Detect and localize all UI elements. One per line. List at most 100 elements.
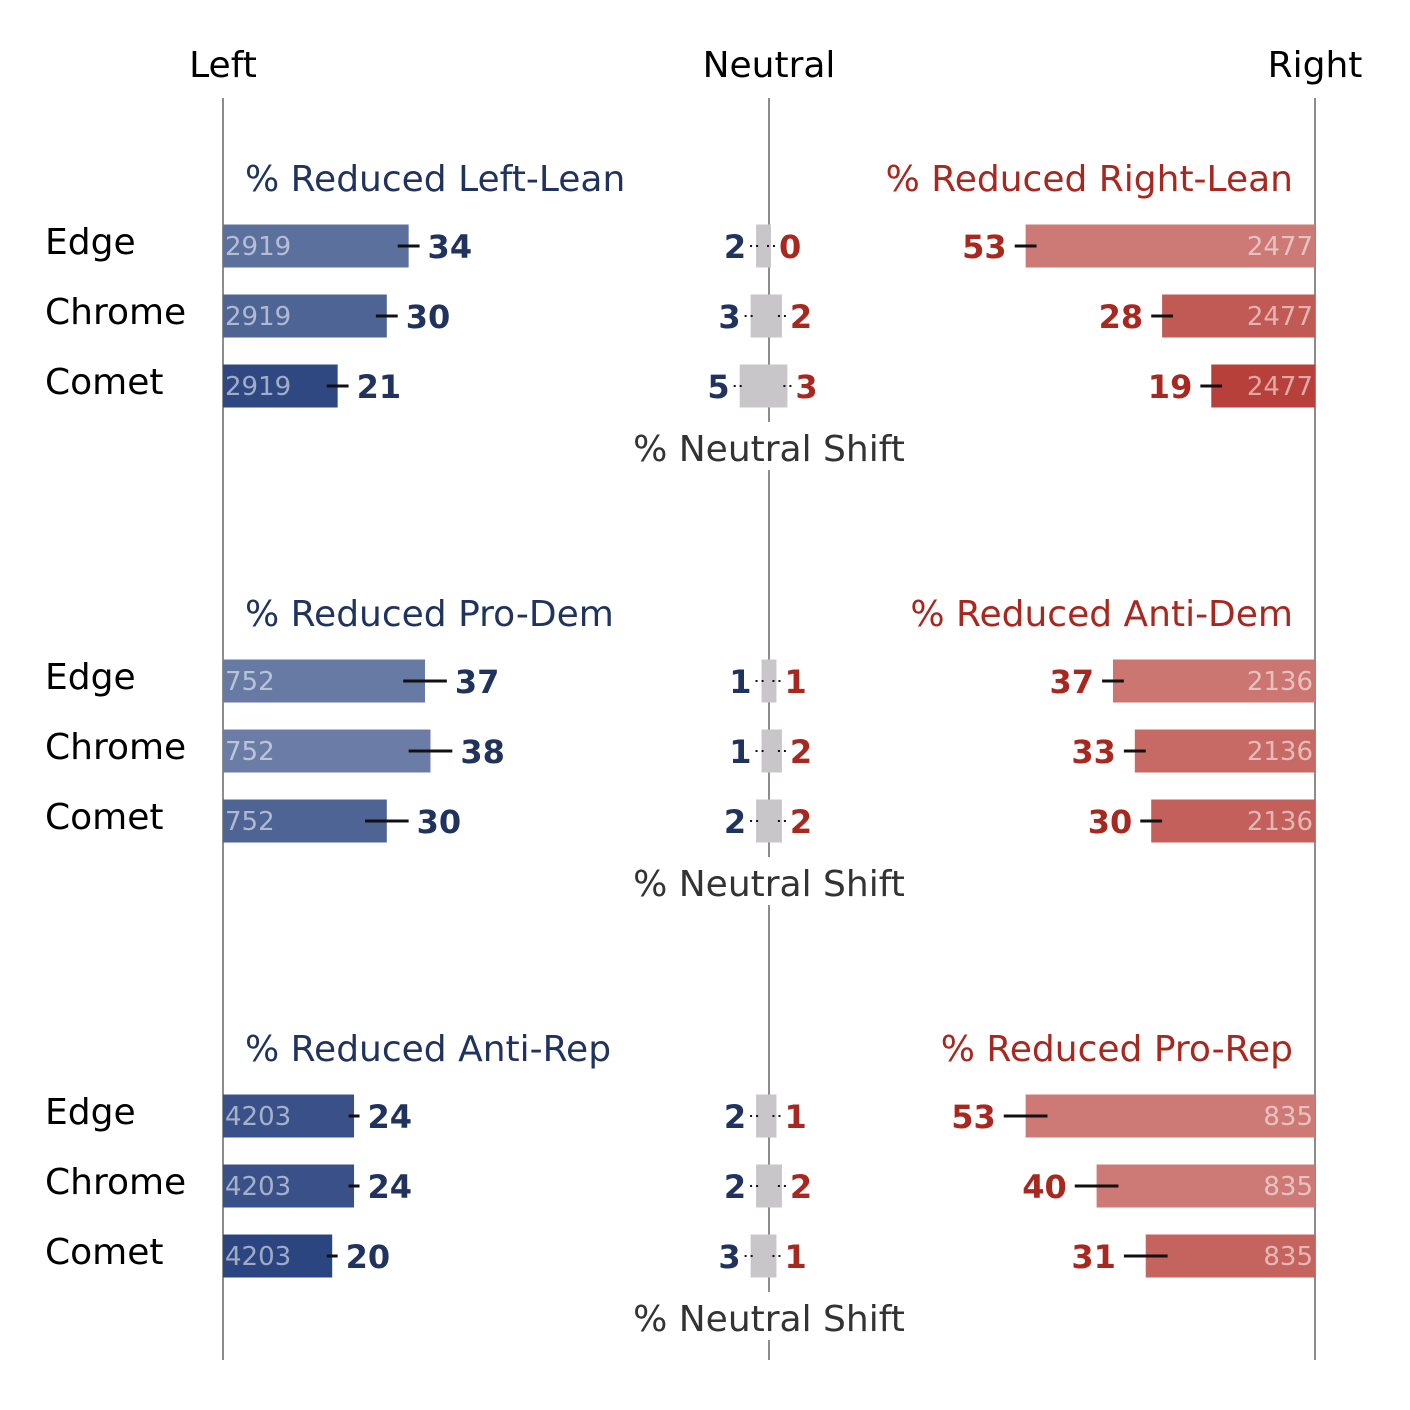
neutral-title-backing (625, 857, 913, 905)
panel-neutral-title: % Neutral Shift (633, 1299, 905, 1340)
neutral-right-value-label: 2 (790, 298, 812, 336)
browser-label: Chrome (45, 292, 186, 333)
right-count-label: 2477 (1247, 232, 1313, 262)
left-count-label: 752 (225, 667, 275, 697)
left-bar (223, 294, 387, 338)
right-bar (1025, 1094, 1315, 1138)
neutral-left-value-label: 2 (724, 228, 746, 266)
neutral-bar (756, 799, 782, 843)
axis-label-left: Left (189, 45, 257, 86)
neutral-right-value-label: 0 (779, 228, 801, 266)
left-count-label: 2919 (225, 372, 291, 402)
right-value-label: 19 (1148, 368, 1193, 406)
left-value-label: 24 (368, 1168, 413, 1206)
right-count-label: 2477 (1247, 302, 1313, 332)
right-count-label: 835 (1263, 1242, 1313, 1272)
neutral-bar (756, 224, 771, 268)
left-value-label: 20 (346, 1238, 391, 1276)
panel-title-right: % Reduced Right-Lean (886, 159, 1293, 200)
neutral-right-value-label: 1 (784, 1098, 806, 1136)
neutral-title-backing (625, 1292, 913, 1340)
right-bar (1145, 1234, 1315, 1278)
left-value-label: 38 (460, 733, 505, 771)
browser-label: Edge (45, 1092, 136, 1133)
browser-label: Comet (45, 797, 164, 838)
browser-label: Edge (45, 222, 136, 263)
left-bar (223, 659, 426, 703)
right-bar (1151, 799, 1315, 843)
browser-label: Chrome (45, 727, 186, 768)
right-bar (1025, 224, 1315, 268)
neutral-bar (750, 1234, 777, 1278)
right-bar (1134, 729, 1315, 773)
panel-title-left: % Reduced Pro-Dem (245, 594, 614, 635)
right-bar (1211, 364, 1315, 408)
right-value-label: 31 (1071, 1238, 1116, 1276)
left-value-label: 24 (368, 1098, 413, 1136)
right-value-label: 33 (1071, 733, 1116, 771)
left-bar (223, 1234, 333, 1278)
left-count-label: 752 (225, 737, 275, 767)
neutral-right-value-label: 2 (790, 803, 812, 841)
right-count-label: 2477 (1247, 372, 1313, 402)
left-value-label: 21 (357, 368, 402, 406)
neutral-left-value-label: 3 (718, 1238, 740, 1276)
neutral-right-value-label: 3 (795, 368, 817, 406)
left-count-label: 4203 (225, 1172, 291, 1202)
neutral-bar (756, 1164, 782, 1208)
neutral-left-value-label: 3 (718, 298, 740, 336)
browser-label: Comet (45, 1232, 164, 1273)
right-bar (1112, 659, 1315, 703)
left-bar (223, 364, 338, 408)
right-value-label: 28 (1099, 298, 1144, 336)
panel-title-right: % Reduced Anti-Dem (910, 594, 1293, 635)
left-bar (223, 1164, 355, 1208)
left-bar (223, 799, 387, 843)
left-count-label: 2919 (225, 232, 291, 262)
browser-label: Chrome (45, 1162, 186, 1203)
right-bar (1096, 1164, 1315, 1208)
neutral-bar (761, 659, 777, 703)
neutral-right-value-label: 2 (790, 1168, 812, 1206)
panel-title-left: % Reduced Anti-Rep (245, 1029, 611, 1070)
panel-title-left: % Reduced Left-Lean (245, 159, 625, 200)
left-bar (223, 1094, 355, 1138)
neutral-left-value-label: 1 (729, 733, 751, 771)
neutral-right-value-label: 1 (784, 1238, 806, 1276)
neutral-left-value-label: 2 (724, 1098, 746, 1136)
right-count-label: 2136 (1247, 807, 1313, 837)
right-count-label: 835 (1263, 1102, 1313, 1132)
neutral-bar (739, 364, 788, 408)
right-count-label: 2136 (1247, 667, 1313, 697)
right-bar (1162, 294, 1315, 338)
neutral-right-value-label: 1 (784, 663, 806, 701)
left-bar (223, 224, 409, 268)
right-value-label: 37 (1050, 663, 1095, 701)
right-count-label: 2136 (1247, 737, 1313, 767)
right-value-label: 53 (951, 1098, 996, 1136)
axis-label-right: Right (1268, 45, 1363, 86)
neutral-bar (761, 729, 782, 773)
right-count-label: 835 (1263, 1172, 1313, 1202)
neutral-bar (756, 1094, 777, 1138)
neutral-right-value-label: 2 (790, 733, 812, 771)
panel-neutral-title: % Neutral Shift (633, 864, 905, 905)
left-count-label: 2919 (225, 302, 291, 332)
left-value-label: 34 (428, 228, 473, 266)
left-count-label: 4203 (225, 1242, 291, 1272)
left-count-label: 752 (225, 807, 275, 837)
panel-title-right: % Reduced Pro-Rep (941, 1029, 1293, 1070)
left-count-label: 4203 (225, 1102, 291, 1132)
browser-label: Comet (45, 362, 164, 403)
right-value-label: 40 (1022, 1168, 1067, 1206)
neutral-left-value-label: 5 (707, 368, 729, 406)
neutral-bar (750, 294, 782, 338)
browser-label: Edge (45, 657, 136, 698)
left-bar (223, 729, 431, 773)
panel-neutral-title: % Neutral Shift (633, 429, 905, 470)
neutral-left-value-label: 2 (724, 1168, 746, 1206)
axis-label-neutral: Neutral (703, 45, 836, 86)
left-value-label: 37 (455, 663, 500, 701)
left-value-label: 30 (417, 803, 462, 841)
